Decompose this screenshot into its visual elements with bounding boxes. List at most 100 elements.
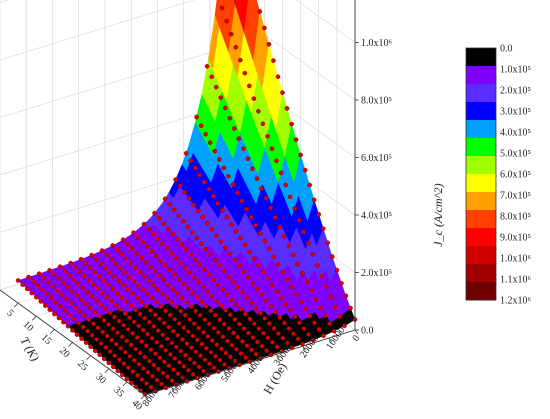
data-point — [214, 342, 220, 348]
data-point — [155, 287, 161, 292]
data-point — [194, 337, 200, 343]
x-tick — [104, 368, 110, 374]
data-point — [155, 328, 161, 333]
data-point — [203, 345, 209, 351]
data-point — [224, 18, 229, 24]
data-point — [24, 286, 30, 292]
data-point — [95, 286, 101, 291]
y-tick — [275, 354, 280, 359]
data-point — [142, 315, 147, 321]
data-point — [77, 308, 83, 314]
data-point — [101, 278, 107, 283]
data-point — [125, 326, 131, 332]
grid-line — [0, 52, 356, 158]
data-point — [304, 279, 310, 285]
data-point — [187, 270, 192, 275]
x-tick-label: 20 — [57, 345, 72, 360]
data-point — [276, 331, 281, 336]
data-point — [259, 343, 265, 349]
data-point — [256, 108, 261, 114]
data-point — [146, 226, 151, 232]
data-point — [125, 286, 131, 292]
data-point — [220, 287, 225, 293]
data-point — [163, 308, 168, 314]
data-point — [211, 365, 217, 370]
data-point — [70, 328, 75, 333]
data-point — [322, 313, 328, 319]
data-point — [184, 299, 189, 305]
data-point — [277, 224, 282, 230]
data-point — [161, 221, 166, 226]
data-point — [188, 158, 193, 163]
data-point — [266, 321, 272, 326]
data-point — [325, 240, 331, 246]
data-point — [203, 131, 208, 137]
data-point — [92, 269, 97, 275]
data-point — [124, 338, 129, 344]
data-point — [202, 317, 207, 322]
data-point — [211, 325, 217, 331]
data-point — [66, 272, 72, 278]
data-point — [188, 252, 194, 257]
data-point — [260, 121, 266, 127]
data-point — [106, 322, 111, 327]
data-point — [227, 115, 233, 121]
data-point — [149, 335, 155, 341]
data-point — [212, 257, 218, 263]
data-point — [76, 320, 81, 326]
data-point — [218, 239, 224, 244]
data-point — [224, 292, 230, 297]
data-point — [196, 325, 201, 331]
x-tick-label: 30 — [93, 372, 108, 387]
data-point — [136, 282, 141, 288]
data-point — [200, 329, 206, 335]
data-point — [257, 230, 263, 236]
data-point — [287, 308, 293, 313]
data-point — [62, 268, 67, 274]
data-point — [286, 243, 292, 249]
data-point — [266, 246, 272, 252]
data-point — [107, 269, 113, 275]
data-point — [321, 333, 326, 339]
data-point — [201, 179, 207, 185]
data-point — [135, 235, 141, 240]
data-point — [256, 326, 262, 331]
data-point — [238, 235, 243, 241]
data-point — [113, 302, 119, 308]
data-point — [209, 293, 215, 299]
data-point — [76, 281, 81, 286]
data-point — [204, 64, 210, 69]
data-point — [250, 335, 256, 340]
data-point — [198, 353, 203, 359]
data-point — [92, 348, 98, 354]
data-point — [52, 311, 57, 317]
data-point — [192, 165, 198, 171]
data-point — [196, 364, 202, 370]
data-point — [236, 321, 242, 327]
data-point — [168, 250, 174, 256]
data-point — [82, 313, 87, 318]
data-point — [119, 334, 125, 340]
z-tick-label: 1.0x10⁶ — [361, 38, 393, 49]
data-point — [227, 312, 233, 318]
data-point — [139, 339, 144, 344]
data-point — [147, 264, 153, 270]
data-point — [307, 182, 313, 188]
data-point — [305, 240, 311, 246]
data-point — [238, 351, 244, 356]
data-point — [342, 323, 347, 329]
data-point — [120, 237, 126, 242]
data-point — [122, 269, 128, 275]
data-point — [152, 312, 158, 317]
data-point — [62, 308, 68, 313]
data-point — [137, 350, 143, 356]
data-point — [175, 332, 180, 338]
data-point — [71, 316, 77, 322]
colorbar-label: 6.0x10⁵ — [500, 170, 531, 181]
data-point — [149, 295, 155, 301]
data-point — [295, 261, 301, 267]
data-point — [114, 247, 120, 253]
data-point — [232, 317, 238, 322]
data-point — [100, 290, 105, 295]
data-point — [269, 282, 275, 288]
